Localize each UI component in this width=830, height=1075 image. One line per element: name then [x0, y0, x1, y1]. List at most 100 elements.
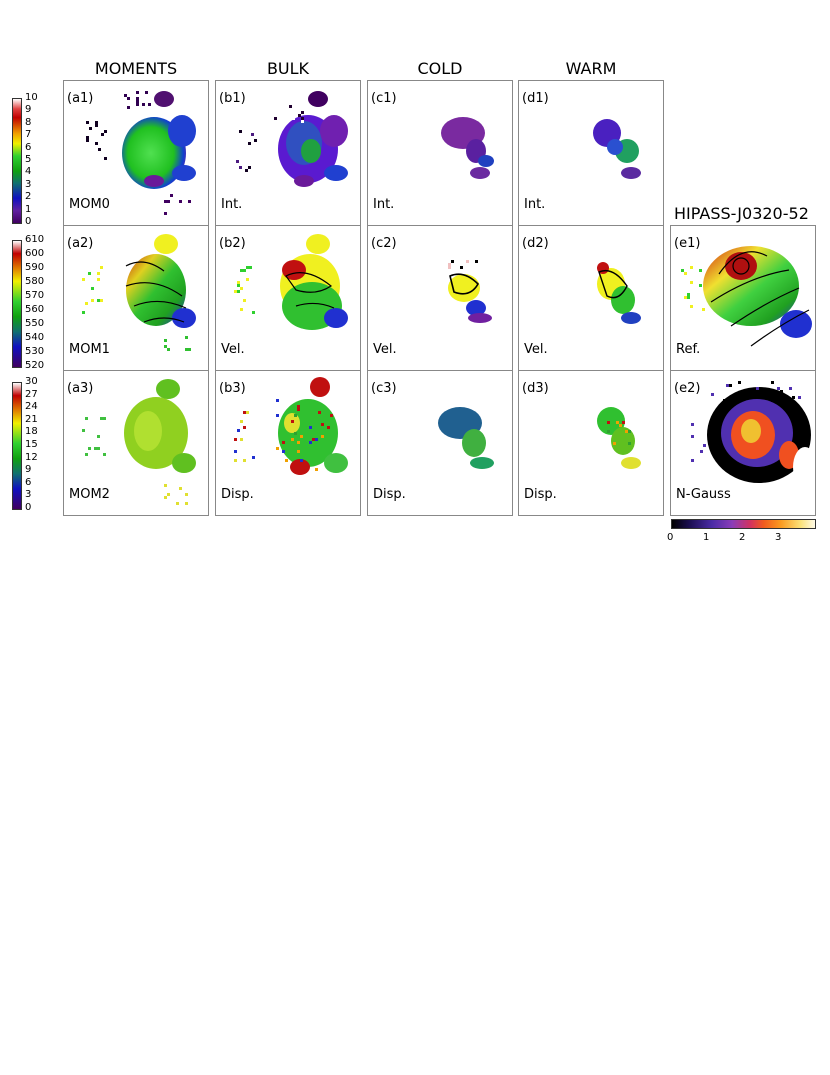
panel-tag-b3: (b3): [219, 381, 246, 396]
colorbar-intensity-tick: 1: [25, 203, 32, 215]
colorbar-dispersion-tick: 6: [25, 476, 32, 488]
panel-tag-c1: (c1): [371, 91, 397, 106]
colorbar-dispersion-tick: 24: [25, 401, 38, 413]
panel-label-d3: Disp.: [524, 487, 557, 502]
colorbar-dispersion-tick: 0: [25, 502, 32, 513]
panel-tag-b1: (b1): [219, 91, 246, 106]
column-title-moments: MOMENTS: [94, 59, 178, 78]
colorbar-ngauss: [671, 519, 816, 529]
colorbar-intensity-tick: 3: [25, 178, 32, 190]
map-image-b1: [236, 91, 348, 187]
map-panel-c1: (c1) Int.: [367, 80, 513, 226]
colorbar-velocity-tick: 600: [25, 248, 45, 259]
panel-label-a2: MOM1: [69, 342, 110, 357]
colorbar-intensity-tick: 4: [25, 166, 32, 178]
colorbar-velocity-tick: 560: [25, 304, 45, 315]
colorbar-velocity-tick: 570: [25, 290, 45, 301]
panel-tag-d3: (d3): [522, 381, 549, 396]
colorbar-velocity-tick: 530: [25, 346, 45, 357]
map-panel-e1: (e1) Ref.: [670, 225, 816, 371]
panel-label-a3: MOM2: [69, 487, 110, 502]
colorbar-velocity-tick: 550: [25, 318, 45, 329]
panel-label-c3: Disp.: [373, 487, 406, 502]
map-panel-d1: (d1) Int.: [518, 80, 664, 226]
map-panel-c3: (c3) Disp.: [367, 370, 513, 516]
map-image-e2: [685, 381, 815, 487]
map-panel-b2: (b2) Vel.: [215, 225, 361, 371]
colorbar-dispersion-tick: 9: [25, 464, 32, 476]
panel-tag-c2: (c2): [371, 236, 397, 251]
colorbar-dispersion-tick: 15: [25, 439, 38, 450]
colorbar-intensity-tick: 0: [25, 216, 32, 227]
colorbar-ngauss-tick: 0: [667, 532, 674, 543]
colorbar-dispersion-tick: 18: [25, 426, 38, 438]
panel-tag-b2: (b2): [219, 236, 246, 251]
map-image-c2: [448, 260, 492, 323]
colorbar-intensity-tick: 2: [25, 191, 32, 203]
panel-label-b2: Vel.: [221, 342, 245, 357]
map-panel-d2: (d2) Vel.: [518, 225, 664, 371]
map-image-c3: [438, 407, 494, 469]
colorbar-intensity-tick: 7: [25, 129, 32, 141]
colorbar-intensity-tick: 9: [25, 104, 32, 116]
colorbar-ngauss-tick: 3: [775, 532, 782, 543]
map-panel-d3: (d3) Disp.: [518, 370, 664, 516]
panel-tag-a1: (a1): [67, 91, 94, 106]
colorbar-velocity-tick: 520: [25, 360, 45, 371]
panel-label-c2: Vel.: [373, 342, 397, 357]
column-title-warm: WARM: [565, 59, 617, 78]
colorbar-dispersion: [12, 382, 22, 510]
colorbar-velocity-tick: 610: [25, 234, 45, 245]
map-panel-b1: (b1) Int.: [215, 80, 361, 226]
map-image-a3: [82, 379, 196, 505]
map-image-a1: [86, 91, 196, 215]
panel-tag-d1: (d1): [522, 91, 549, 106]
map-panel-c2: (c2) Vel.: [367, 225, 513, 371]
map-image-d2: [597, 262, 641, 324]
map-image-c1: [441, 117, 494, 179]
panel-label-d1: Int.: [524, 197, 546, 212]
colorbar-ngauss-tick: 2: [739, 532, 746, 543]
colorbar-dispersion-tick: 12: [25, 451, 38, 463]
map-image-b2: [234, 234, 348, 330]
panel-tag-e1: (e1): [674, 236, 701, 251]
colorbar-velocity-tick: 540: [25, 332, 45, 343]
panel-tag-e2: (e2): [674, 381, 701, 396]
panel-tag-d2: (d2): [522, 236, 549, 251]
source-title: HIPASS-J0320-52: [674, 204, 809, 223]
colorbar-dispersion-tick: 21: [25, 413, 38, 425]
colorbar-velocity: [12, 240, 22, 368]
panel-label-a1: MOM0: [69, 197, 110, 212]
colorbar-dispersion-tick: 3: [25, 489, 32, 501]
colorbar-intensity-tick: 8: [25, 116, 32, 128]
colorbar-velocity-tick: 580: [25, 276, 45, 287]
map-panel-a2: (a2) MOM1: [63, 225, 209, 371]
panel-label-e2: N-Gauss: [676, 487, 731, 502]
panel-label-b1: Int.: [221, 197, 243, 212]
colorbar-intensity: [12, 98, 22, 224]
colorbar-velocity-tick: 590: [25, 262, 45, 273]
map-image-d1: [593, 119, 641, 179]
map-panel-a1: (a1) MOM0: [63, 80, 209, 226]
panel-tag-a3: (a3): [67, 381, 94, 396]
map-image-e1: [681, 246, 812, 347]
colorbar-intensity-tick: 10: [25, 92, 38, 103]
column-title-bulk: BULK: [266, 59, 310, 78]
panel-label-d2: Vel.: [524, 342, 548, 357]
map-panel-a3: (a3) MOM2: [63, 370, 209, 516]
colorbar-dispersion-tick: 27: [25, 388, 38, 400]
map-image-b3: [234, 377, 348, 475]
map-panel-e2: (e2) N-Gauss: [670, 370, 816, 516]
colorbar-intensity-tick: 6: [25, 141, 32, 153]
map-panel-b3: (b3) Disp.: [215, 370, 361, 516]
colorbar-ngauss-tick: 1: [703, 532, 710, 543]
column-title-cold: COLD: [417, 59, 463, 78]
panel-label-b3: Disp.: [221, 487, 254, 502]
panel-tag-a2: (a2): [67, 236, 94, 251]
colorbar-dispersion-tick: 30: [25, 376, 38, 387]
map-image-a2: [82, 234, 196, 351]
map-image-d3: [597, 407, 641, 469]
colorbar-intensity-tick: 5: [25, 154, 32, 165]
panel-tag-c3: (c3): [371, 381, 397, 396]
panel-label-e1: Ref.: [676, 342, 701, 357]
